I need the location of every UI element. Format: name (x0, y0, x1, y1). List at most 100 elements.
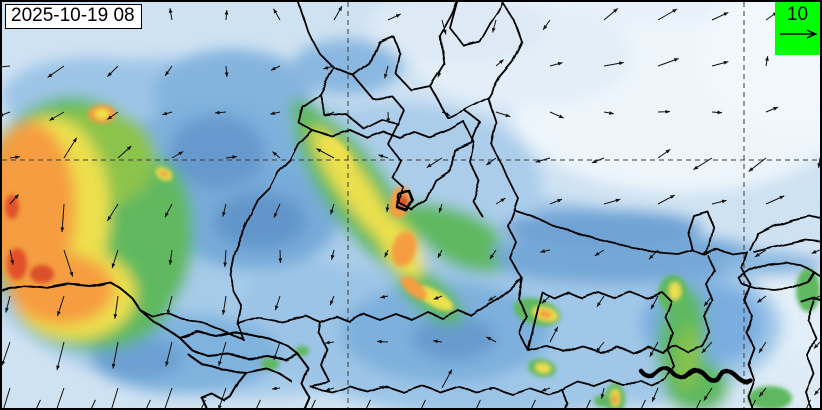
wind-arrow (441, 19, 447, 35)
boundary-path (449, 2, 503, 47)
timestamp-label: 2025-10-19 08 (5, 4, 142, 29)
wind-arrow (63, 137, 78, 159)
wind-arrow (711, 110, 723, 115)
boundary-path (517, 277, 529, 351)
wind-arrow (223, 249, 228, 267)
field-blob (322, 136, 354, 172)
wind-arrow (386, 111, 391, 124)
wind-arrow (595, 341, 605, 353)
wind-arrow (113, 295, 119, 319)
wind-arrow (701, 341, 713, 354)
wind-arrow (224, 65, 229, 78)
wind-arrow (270, 65, 281, 71)
wind-arrow (2, 65, 11, 68)
wind-arrow (117, 145, 132, 159)
legend-reference-value: 10 (786, 4, 809, 25)
field-blob (669, 282, 681, 300)
wind-arrow (376, 339, 389, 344)
wind-arrow (57, 295, 65, 317)
boundary-path (311, 321, 329, 389)
wind-arrow (437, 249, 443, 259)
wind-arrow (222, 203, 227, 217)
field-blob (400, 276, 428, 300)
field-blob (5, 195, 19, 219)
boundary-path (311, 121, 465, 139)
boundary-path (805, 301, 817, 408)
wind-arrow (380, 294, 389, 299)
boundary-path (319, 67, 405, 130)
wind-arrow (487, 386, 497, 391)
boundary-path (229, 129, 313, 341)
wind-arrow (535, 157, 551, 163)
wind-arrow (162, 111, 173, 116)
boundary-path (741, 251, 755, 408)
wind-arrow (214, 110, 227, 115)
boundary-path (527, 291, 675, 391)
field-blob (482, 232, 762, 284)
wind-arrow (541, 295, 551, 304)
wind-arrow (641, 399, 646, 408)
wind-arrow (437, 65, 443, 78)
wind-arrow (817, 157, 820, 168)
wind-arrow (111, 387, 119, 408)
wind-arrow (758, 387, 767, 397)
wind-arrow (107, 111, 119, 120)
wind-arrow (648, 249, 659, 260)
wind-speed-legend: 10 (775, 2, 820, 55)
wind-arrow (60, 203, 65, 232)
shaded-field-spots (5, 105, 820, 408)
wind-arrow (325, 340, 335, 345)
wind-arrow (9, 249, 15, 265)
field-blob (535, 362, 551, 374)
field-blob (30, 265, 54, 283)
wind-arrow (488, 295, 497, 302)
field-blob (748, 386, 792, 408)
wind-arrow (274, 295, 281, 311)
field-blob (675, 326, 701, 390)
wind-arrow (549, 198, 563, 205)
wind-arrow (711, 199, 727, 205)
wind-arrow (385, 203, 390, 212)
wind-arrow (164, 203, 173, 218)
field-blob (502, 210, 702, 246)
wind-arrow (600, 387, 605, 399)
wind-arrow (657, 58, 679, 67)
wind-arrow (486, 336, 497, 343)
field-blob (612, 394, 618, 404)
field-blob (95, 109, 109, 119)
wind-arrow (63, 249, 74, 277)
wind-arrow (549, 61, 563, 67)
wind-arrow (651, 387, 659, 403)
wind-arrow (603, 61, 624, 67)
wind-arrow (278, 249, 283, 264)
wind-arrow (9, 194, 20, 205)
field-blob (159, 170, 169, 178)
wind-arrow (106, 203, 119, 222)
field-blob (214, 193, 306, 249)
wind-arrow (168, 8, 173, 21)
wind-arrow (387, 13, 401, 21)
wind-arrow (703, 387, 713, 401)
wind-arrow (693, 157, 713, 171)
boundary-path (237, 277, 523, 325)
wind-arrow (273, 203, 281, 218)
wind-arrow (164, 387, 173, 408)
field-blob (138, 243, 152, 253)
wind-arrow (657, 109, 671, 114)
wind-arrow (549, 326, 559, 343)
wind-arrow (366, 399, 371, 408)
wind-arrow (711, 60, 729, 67)
field-blob (169, 116, 265, 188)
wind-arrow (316, 148, 335, 159)
wind-arrow (218, 387, 227, 408)
timestamp-text: 2025-10-19 08 (11, 5, 135, 26)
wind-arrow (323, 65, 335, 70)
wind-arrow (2, 111, 11, 117)
boundary-path (507, 209, 523, 279)
boundary-path (749, 215, 820, 251)
wind-arrow (657, 8, 678, 21)
wind-arrow (56, 387, 65, 408)
wind-arrow (325, 387, 335, 392)
wind-arrow (379, 385, 389, 390)
wind-arrow (271, 386, 281, 391)
